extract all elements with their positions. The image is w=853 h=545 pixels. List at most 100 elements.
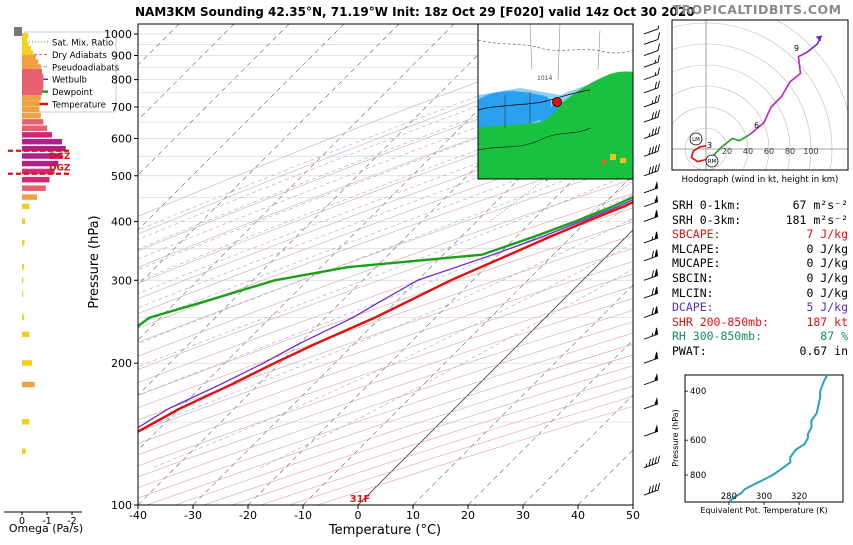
skewt-y-axis-label: Pressure (hPa) [87, 215, 102, 308]
wind-barb-staff [643, 133, 659, 139]
param-row: SBCAPE: 7 J/kg [672, 227, 848, 242]
wind-barb-full [654, 164, 657, 172]
wind-barb-full [657, 455, 660, 463]
hodograph-title: Hodograph (wind in kt, height in km) [682, 175, 839, 185]
wind-barb-full [654, 231, 657, 240]
x-tick-label: 0 [355, 509, 362, 522]
wind-barb-staff [643, 39, 659, 45]
omega-bar [22, 185, 46, 191]
wind-barb [643, 268, 659, 281]
dry-adiabat [138, 298, 633, 467]
wind-barb-full [651, 112, 654, 120]
wind-barb [643, 144, 660, 157]
x-tick-label: -20 [239, 509, 257, 522]
hodograph-ring-label: 40 [743, 147, 753, 156]
wind-barb-staff [643, 292, 659, 299]
param-label: RH 300-850mb: [672, 329, 763, 344]
param-row: SBCIN: 0 J/kg [672, 271, 848, 286]
y-tick-label: 100 [111, 499, 132, 512]
wind-barb-staff [643, 28, 659, 35]
wind-barb-half [645, 463, 648, 468]
wind-barb-full [657, 110, 660, 118]
omega-bar [22, 119, 44, 125]
omega-bar [22, 145, 66, 152]
surface-temp-label: 31F [350, 494, 371, 505]
param-value: 0 J/kg [806, 270, 848, 285]
param-label: SHR 200-850mb: [672, 314, 769, 329]
omega-bar [22, 132, 52, 138]
param-label: DCAPE: [672, 300, 714, 315]
wind-barb-full [657, 482, 660, 491]
wind-barb-full [657, 163, 660, 171]
y-tick-label: 800 [111, 74, 132, 87]
omega-bar [22, 264, 24, 270]
theta-e-x-axis-label: Equivalent Pot. Temperature (K) [700, 506, 827, 515]
omega-tick-label: 0 [19, 516, 25, 527]
wind-barb [643, 327, 659, 340]
wind-barb-staff [643, 237, 659, 244]
brand-label: TROPICALTIDBITS.COM [672, 2, 841, 17]
y-tick-label: 900 [111, 50, 132, 63]
wind-barb [643, 424, 659, 437]
dry-adiabat [138, 193, 633, 370]
x-tick-label: 30 [516, 509, 530, 522]
omega-bar [22, 448, 26, 454]
omega-bar [22, 277, 24, 283]
omega-bar [22, 33, 29, 39]
wind-barb [643, 67, 660, 81]
wind-barb-full [654, 249, 657, 257]
pseudoadiabat [138, 58, 633, 250]
dry-adiabat [138, 148, 633, 329]
param-row: SHR 200-850mb: 187 kt [672, 315, 848, 330]
omega-bar [22, 69, 42, 75]
storm-motion-marker [689, 132, 703, 146]
dry-adiabat [138, 163, 633, 343]
wind-barb-full [648, 147, 651, 155]
omega-bar [22, 74, 44, 80]
param-row: SRH 0-3km: 181 m²s⁻² [672, 213, 848, 228]
wind-barb-staff [643, 61, 659, 68]
wind-barb-staff [643, 187, 659, 194]
theta-e-y-axis-label: Pressure (hPa) [671, 409, 680, 466]
omega-bar [22, 41, 29, 47]
wind-barb-full [654, 210, 657, 218]
wind-barb [643, 372, 659, 386]
wind-barb-half [651, 236, 654, 241]
wind-barb [643, 94, 660, 108]
x-tick-label: -10 [294, 509, 312, 522]
wind-barb-staff [643, 150, 659, 157]
param-row: MUCAPE: 0 J/kg [672, 256, 848, 271]
wind-barb-half [657, 25, 660, 30]
wind-barb-full [654, 456, 657, 464]
dgz-label: DGZ [49, 152, 71, 162]
x-tick-label: 20 [461, 509, 475, 522]
dry-adiabat [138, 207, 633, 383]
wind-barb-full [654, 111, 657, 119]
param-row: DCAPE: 5 J/kg [672, 300, 848, 315]
storm-motion-label: RM [708, 159, 717, 165]
omega-bar [22, 331, 30, 338]
wind-barb-half [654, 199, 657, 203]
omega-bar [22, 314, 24, 321]
wind-barb-full [657, 80, 660, 88]
wind-barb-full [657, 43, 660, 51]
skewt-x-axis-label: Temperature (°C) [328, 523, 441, 538]
wind-barb-staff [643, 379, 659, 386]
storm-motion-label: LM [692, 137, 700, 143]
omega-bar [14, 26, 22, 36]
param-value: 5 J/kg [806, 300, 848, 315]
wind-barb-half [654, 59, 657, 64]
omega-bar [22, 360, 32, 366]
omega-axis-label: Omega (Pa/s) [9, 522, 83, 535]
omega-bar [22, 218, 25, 224]
param-value: 0 J/kg [806, 285, 848, 300]
wind-barb [643, 163, 660, 177]
y-tick-label: 500 [111, 170, 132, 183]
wind-barb-staff [643, 274, 659, 281]
omega-bar [22, 203, 30, 210]
wind-barb-full [651, 307, 654, 315]
isotherm-line [357, 229, 633, 505]
x-tick-label: 40 [571, 509, 585, 522]
pseudoadiabat [138, 134, 633, 325]
x-tick-label: -30 [184, 509, 202, 522]
